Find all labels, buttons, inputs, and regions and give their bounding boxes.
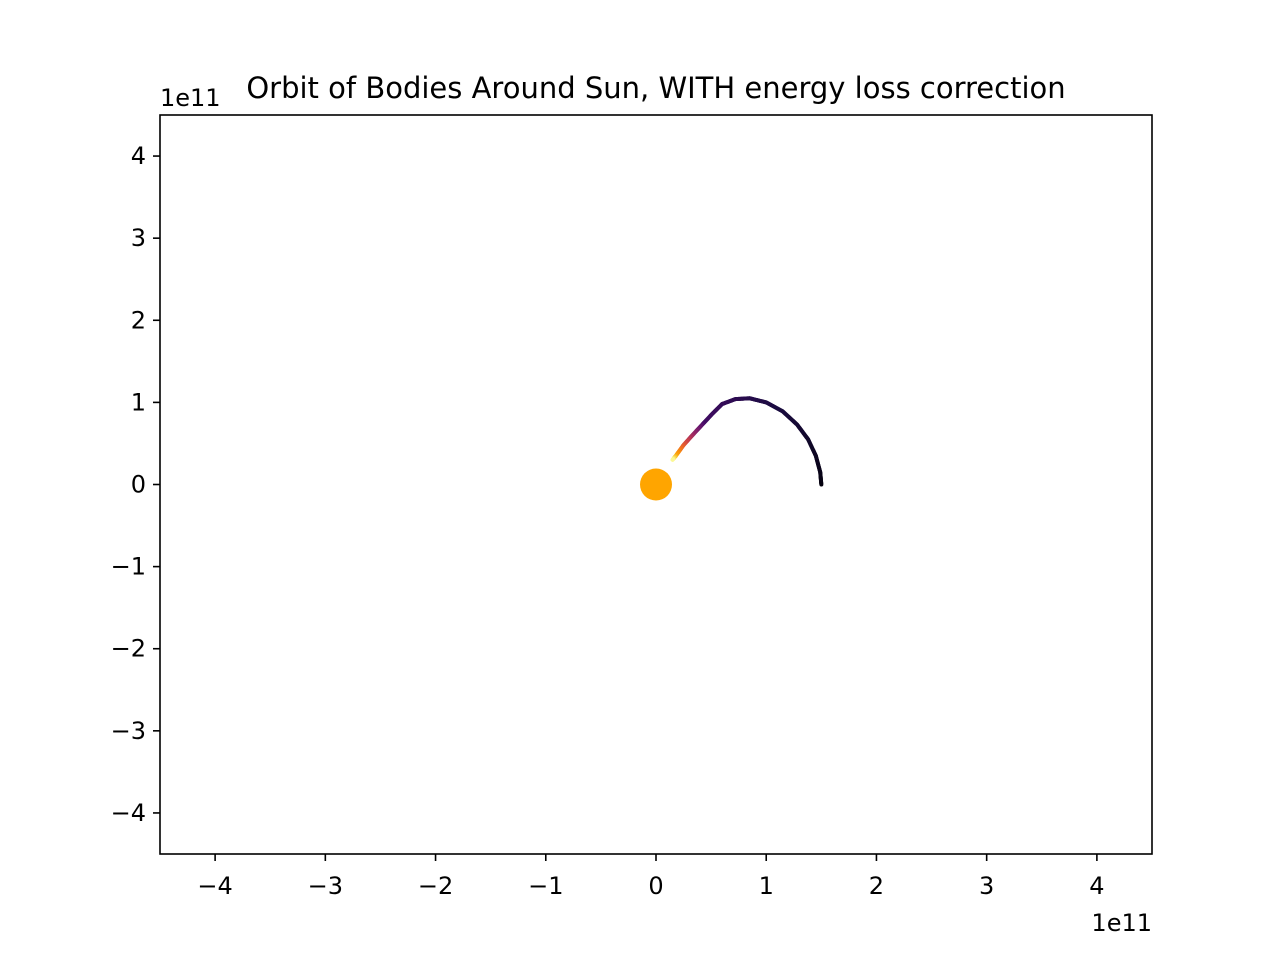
y-tick-label: −4 xyxy=(111,799,146,827)
x-tick-label: 4 xyxy=(1089,872,1104,900)
y-tick-label: 4 xyxy=(131,142,146,170)
y-offset-label: 1e11 xyxy=(160,84,221,112)
y-tick-label: 3 xyxy=(131,224,146,252)
sun-marker xyxy=(640,468,672,501)
x-tick-label: −2 xyxy=(418,872,453,900)
x-tick-label: −4 xyxy=(197,872,232,900)
chart-title: Orbit of Bodies Around Sun, WITH energy … xyxy=(246,71,1065,105)
x-axis-ticks: −4 −3 −2 −1 0 1 2 3 4 xyxy=(197,854,1105,900)
x-tick-label: 1 xyxy=(759,872,774,900)
x-offset-label: 1e11 xyxy=(1091,909,1152,937)
plot-area xyxy=(640,396,824,501)
x-tick-label: −3 xyxy=(308,872,343,900)
y-tick-label: 2 xyxy=(131,306,146,334)
x-tick-label: 0 xyxy=(648,872,663,900)
y-tick-label: 1 xyxy=(131,388,146,416)
x-tick-label: 2 xyxy=(869,872,884,900)
y-tick-label: −1 xyxy=(111,553,146,581)
y-axis-ticks: −4 −3 −2 −1 0 1 2 3 4 xyxy=(111,142,160,827)
y-tick-label: 0 xyxy=(131,471,146,499)
x-tick-label: −1 xyxy=(528,872,563,900)
y-tick-label: −2 xyxy=(111,635,146,663)
y-tick-label: −3 xyxy=(111,717,146,745)
x-tick-label: 3 xyxy=(979,872,994,900)
